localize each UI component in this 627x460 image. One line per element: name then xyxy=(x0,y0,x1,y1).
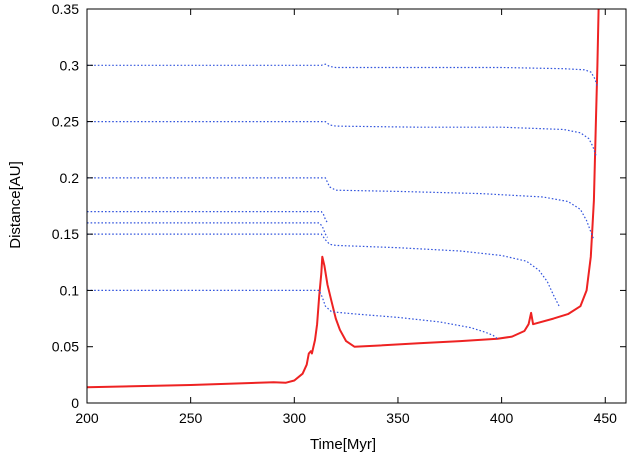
blue-dotted-series-6 xyxy=(87,120,597,156)
y-tick-label-3: 0.15 xyxy=(52,226,79,242)
y-tick-label-2: 0.1 xyxy=(60,282,80,298)
blue-dotted-series-2 xyxy=(87,233,561,308)
y-tick-label-0: 0 xyxy=(71,395,79,411)
axis-layer: 200 250 300 350 400 450 0 0.05 0.1 0.15 0.2 0.25 0.3… xyxy=(52,1,626,426)
y-tick-label-5: 0.25 xyxy=(52,114,79,130)
blue-dotted-series-4 xyxy=(87,211,329,224)
blue-dotted-series-5 xyxy=(87,177,595,241)
y-tick-label-7: 0.35 xyxy=(52,1,79,17)
x-tick-label-4: 400 xyxy=(490,410,514,426)
x-tick-label-1: 250 xyxy=(179,410,203,426)
x-tick-label-3: 350 xyxy=(386,410,410,426)
blue-dotted-series-1 xyxy=(87,289,498,340)
series-layer xyxy=(86,8,600,389)
y-tick-label-1: 0.05 xyxy=(52,339,79,355)
x-tick-label-5: 450 xyxy=(594,410,618,426)
x-tick-label-2: 300 xyxy=(283,410,307,426)
y-tick-label-6: 0.3 xyxy=(60,57,80,73)
blue-dotted-series-3 xyxy=(87,222,329,238)
x-axis-title: Time[Myr] xyxy=(310,436,376,453)
y-axis-title: Distance[AU] xyxy=(7,161,24,249)
blue-dotted-series-7 xyxy=(87,63,598,86)
y-tick-label-4: 0.2 xyxy=(60,170,80,186)
plot-frame xyxy=(86,8,627,404)
x-tick-label-0: 200 xyxy=(75,410,99,426)
red-solid-series-0 xyxy=(86,8,600,389)
